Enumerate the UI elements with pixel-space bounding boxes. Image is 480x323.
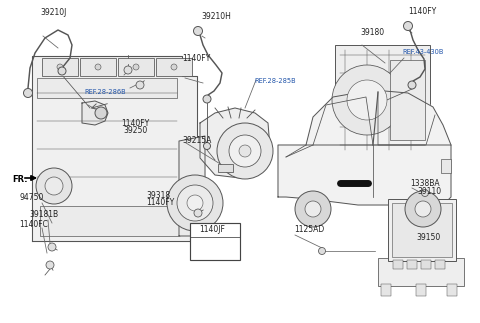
Circle shape (217, 123, 273, 179)
Circle shape (95, 64, 101, 70)
Text: 39210J: 39210J (41, 8, 67, 17)
Circle shape (405, 191, 441, 227)
Circle shape (415, 201, 431, 217)
Circle shape (177, 185, 213, 221)
Text: 1125AD: 1125AD (294, 225, 324, 234)
Bar (218, 164, 233, 172)
Bar (378, 258, 464, 286)
Polygon shape (200, 108, 270, 178)
Text: REF.28-285B: REF.28-285B (254, 78, 296, 84)
Bar (441, 159, 451, 173)
Bar (42, 58, 78, 76)
Circle shape (136, 81, 144, 89)
Bar (421, 260, 431, 269)
Polygon shape (32, 56, 197, 241)
Bar (392, 203, 452, 257)
Text: 1140FC: 1140FC (19, 220, 48, 229)
Text: 39215A: 39215A (182, 136, 212, 145)
Text: 39110: 39110 (418, 187, 442, 196)
Text: 1140JF: 1140JF (199, 225, 225, 234)
Circle shape (95, 107, 107, 119)
Circle shape (36, 168, 72, 204)
Circle shape (58, 67, 66, 75)
Polygon shape (278, 145, 451, 205)
Bar (447, 284, 457, 296)
Text: 1140FY: 1140FY (408, 7, 436, 16)
Text: 39150: 39150 (417, 233, 441, 242)
Circle shape (45, 177, 63, 195)
Circle shape (239, 145, 251, 157)
Bar (393, 260, 403, 269)
Circle shape (305, 201, 321, 217)
Circle shape (229, 135, 261, 167)
Text: 39210H: 39210H (202, 12, 231, 21)
Bar (381, 284, 391, 296)
Circle shape (295, 191, 331, 227)
Polygon shape (179, 136, 205, 236)
Circle shape (133, 64, 139, 70)
Text: 39318: 39318 (146, 191, 170, 200)
Bar (435, 260, 445, 269)
Text: 39181B: 39181B (30, 210, 59, 219)
Text: 39250: 39250 (123, 126, 148, 135)
Circle shape (57, 64, 63, 70)
Polygon shape (82, 101, 108, 125)
Circle shape (167, 175, 223, 231)
Circle shape (46, 261, 54, 269)
Bar (118, 58, 154, 76)
Bar (80, 58, 116, 76)
Polygon shape (306, 90, 451, 145)
Text: FR.: FR. (12, 175, 27, 184)
Circle shape (204, 142, 211, 150)
Bar (416, 284, 426, 296)
Bar (156, 58, 192, 76)
Bar (388, 199, 456, 261)
Circle shape (203, 95, 211, 103)
Bar (335, 45, 430, 155)
Circle shape (24, 89, 33, 98)
Text: REF.28-286B: REF.28-286B (84, 89, 126, 95)
Text: 1140FY: 1140FY (121, 119, 149, 128)
Circle shape (332, 65, 402, 135)
Circle shape (421, 190, 429, 196)
Text: 1338BA: 1338BA (410, 179, 440, 188)
Text: 1140FY: 1140FY (146, 198, 175, 207)
Circle shape (171, 64, 177, 70)
Circle shape (124, 66, 132, 74)
Circle shape (319, 247, 325, 255)
Circle shape (187, 195, 203, 211)
Bar (407, 260, 417, 269)
Text: 39180: 39180 (360, 28, 384, 37)
Bar (390, 60, 425, 140)
Text: REF.43-430B: REF.43-430B (402, 49, 444, 55)
Text: 1140JF: 1140JF (193, 225, 219, 234)
Circle shape (408, 81, 416, 89)
Text: 1140FY: 1140FY (182, 54, 211, 63)
Bar (37, 78, 177, 98)
Bar (190, 223, 240, 260)
Circle shape (347, 80, 387, 120)
Circle shape (404, 22, 412, 30)
Text: 94750: 94750 (19, 193, 44, 202)
Circle shape (48, 243, 56, 251)
Bar (40, 206, 180, 236)
Circle shape (193, 26, 203, 36)
Circle shape (194, 209, 202, 217)
